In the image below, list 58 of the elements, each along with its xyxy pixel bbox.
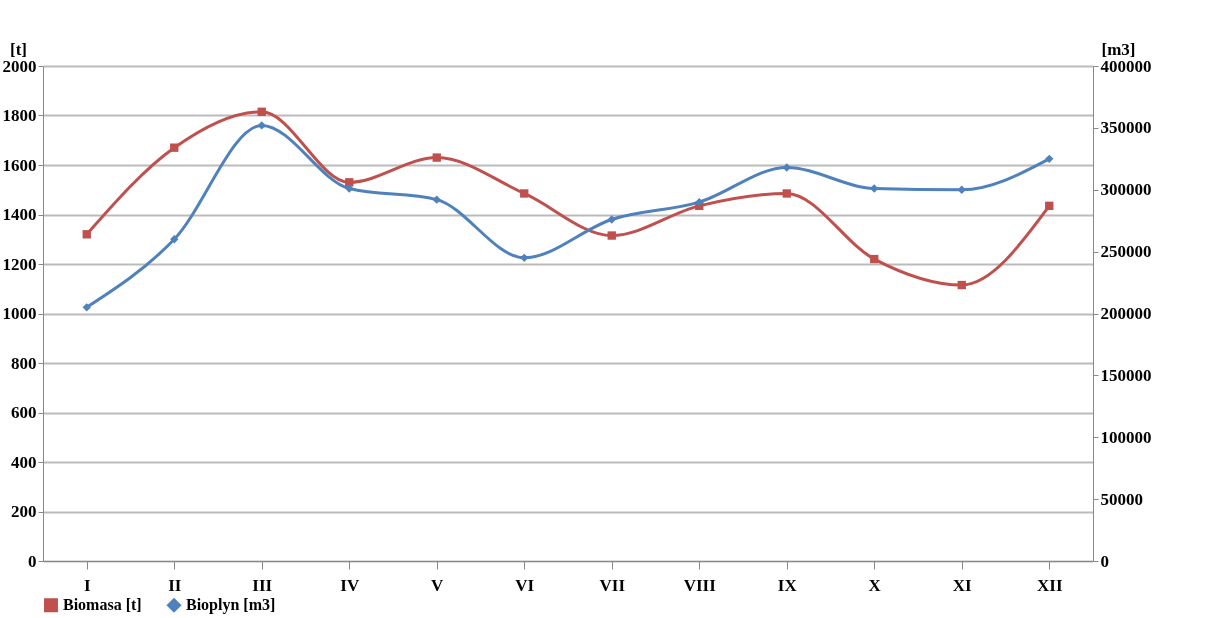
point (82, 230, 91, 239)
point (870, 254, 879, 264)
x-tick-label: VII (599, 575, 626, 595)
y-tick-label: 0 (28, 551, 37, 571)
point (170, 235, 179, 244)
point (607, 231, 616, 240)
y-axis-title: [t] (10, 39, 27, 59)
x-tick-label: I (83, 575, 91, 595)
x-tick-label: VIII (683, 575, 717, 595)
point (170, 143, 179, 152)
point (607, 215, 616, 224)
x-tick-label: V (431, 575, 445, 595)
point (520, 189, 529, 198)
y-tick-label: 1200 (2, 254, 37, 274)
point (257, 121, 266, 130)
y-tick-label: 400 (11, 452, 37, 472)
y2-tick-label: 300000 (1100, 180, 1152, 200)
point (1045, 201, 1054, 211)
point (782, 163, 791, 172)
y2-tick-label: 50000 (1100, 489, 1143, 509)
y-tick-label: 200 (11, 502, 37, 521)
point (957, 185, 966, 194)
point (782, 189, 791, 198)
y2-tick-label: 200000 (1100, 304, 1152, 323)
y2-tick-label: 400000 (1100, 56, 1152, 76)
x-tick-label: III (252, 575, 273, 595)
point (695, 197, 704, 207)
x-tick-label: XII (1036, 575, 1063, 595)
point (345, 184, 354, 193)
y-tick-label: 600 (11, 403, 37, 422)
x-tick-label: II (168, 575, 182, 595)
legend-label: Biomasa [t] (63, 596, 142, 614)
y-tick-label: 2000 (2, 56, 37, 76)
point (1045, 154, 1054, 163)
y2-tick-label: 100000 (1100, 427, 1152, 447)
x-tick-label: IV (340, 575, 360, 595)
y-tick-label: 1600 (2, 155, 37, 175)
x-tick-label: X (868, 575, 882, 595)
y-tick-label: 800 (11, 353, 37, 373)
x-tick-label: VI (515, 575, 535, 595)
y2-tick-label: 150000 (1100, 365, 1152, 385)
point (345, 178, 354, 187)
y-tick-label: 1800 (2, 106, 37, 125)
y2-tick-label: 350000 (1100, 118, 1152, 138)
point (870, 184, 879, 193)
y2-tick-label: 250000 (1100, 242, 1152, 262)
y-tick-label: 1400 (2, 205, 37, 224)
point (432, 153, 441, 162)
point (957, 280, 966, 290)
y2-axis-title: [m3] (1101, 39, 1136, 59)
point (82, 303, 91, 312)
x-tick-label: XI (952, 575, 973, 595)
legend-label: Bioplyn [m3] (186, 596, 276, 615)
y2-tick-label: 0 (1100, 551, 1109, 571)
point (257, 107, 266, 116)
x-tick-label: IX (777, 575, 798, 595)
point (432, 195, 441, 204)
y-tick-label: 1000 (2, 304, 37, 323)
